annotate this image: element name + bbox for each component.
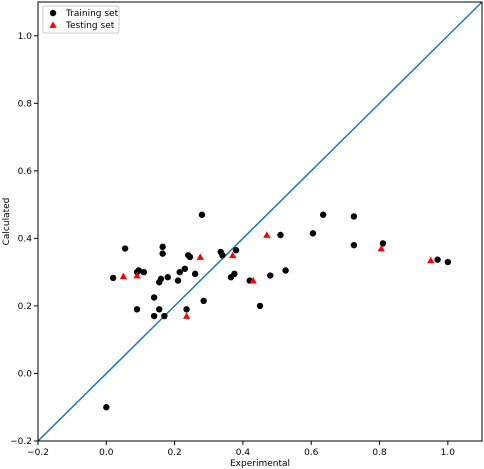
training-point-39 <box>379 240 387 247</box>
legend-label-training: Training set <box>65 9 119 19</box>
x-tick-label: 0.2 <box>167 448 181 458</box>
training-point-26 <box>219 252 226 259</box>
plot-frame <box>37 1 483 442</box>
training-point-36 <box>319 211 327 218</box>
training-point-15 <box>164 274 171 281</box>
testing-point-6 <box>263 231 271 238</box>
testing-point-3 <box>196 253 204 260</box>
training-point-28 <box>232 247 240 254</box>
training-point-40 <box>434 256 441 263</box>
legend: Training set Testing set <box>42 5 120 34</box>
training-point-29 <box>231 270 238 278</box>
training-point-32 <box>267 272 274 279</box>
legend-box <box>42 5 120 34</box>
training-point-23 <box>198 211 206 218</box>
training-point-34 <box>282 267 289 274</box>
training-point-9 <box>156 306 163 313</box>
training-point-4 <box>135 267 142 274</box>
testing-point-5 <box>249 276 257 284</box>
legend-marker-testing <box>49 21 57 28</box>
data-points-layer <box>103 211 452 411</box>
testing-point-2 <box>182 312 191 319</box>
training-point-21 <box>186 253 194 261</box>
x-tick-label: −0.2 <box>27 448 49 458</box>
x-axis-label: Experimental <box>230 459 290 469</box>
y-tick-label: 0.4 <box>18 234 33 244</box>
training-point-13 <box>159 243 166 251</box>
x-tick-label: 1.0 <box>441 448 456 458</box>
x-tick-label: 0.8 <box>372 448 387 458</box>
testing-point-4 <box>229 251 237 259</box>
y-tick-label: 1.0 <box>18 32 33 42</box>
x-tick-label: 0.6 <box>304 448 319 458</box>
training-point-5 <box>133 306 141 313</box>
reference-line-layer <box>37 1 483 442</box>
legend-label-testing: Testing set <box>65 21 115 31</box>
training-point-8 <box>150 294 158 301</box>
y-tick-label: 0.2 <box>18 302 32 312</box>
training-point-22 <box>191 270 199 278</box>
training-point-33 <box>277 231 284 239</box>
testing-point-8 <box>427 256 435 264</box>
training-point-2 <box>121 245 129 252</box>
y-axis-label: Calculated <box>2 198 12 246</box>
testing-point-1 <box>133 271 141 279</box>
y-tick-label: 0.8 <box>18 99 33 109</box>
x-tick-label: 0.0 <box>99 448 114 458</box>
training-point-11 <box>157 275 165 283</box>
x-axis-ticks: −0.2 0.0 0.2 0.4 0.6 0.8 1.0 <box>27 441 455 458</box>
training-point-17 <box>176 268 183 276</box>
training-point-38 <box>350 241 358 249</box>
training-point-0 <box>103 404 110 411</box>
x-tick-label: 0.4 <box>236 448 251 458</box>
training-point-18 <box>181 265 189 272</box>
y-tick-label: 0.0 <box>18 369 33 379</box>
y-tick-label: 0.6 <box>18 167 33 177</box>
legend-marker-training <box>49 9 57 17</box>
training-point-35 <box>309 230 317 237</box>
training-point-14 <box>161 312 168 320</box>
training-point-41 <box>444 258 452 266</box>
y-axis-ticks: −0.2 0.0 0.2 0.4 0.6 0.8 1.0 <box>10 32 38 447</box>
testing-point-0 <box>119 272 127 280</box>
training-point-37 <box>350 213 358 220</box>
training-point-7 <box>150 312 158 320</box>
training-point-31 <box>256 302 264 310</box>
training-point-16 <box>174 277 182 284</box>
reference-line <box>37 1 483 442</box>
y-tick-label: −0.2 <box>10 437 32 447</box>
training-point-6 <box>140 268 148 276</box>
training-point-1 <box>109 274 117 282</box>
training-point-19 <box>183 306 190 313</box>
training-point-12 <box>159 250 166 257</box>
testing-point-7 <box>377 244 385 252</box>
training-point-24 <box>200 297 207 305</box>
